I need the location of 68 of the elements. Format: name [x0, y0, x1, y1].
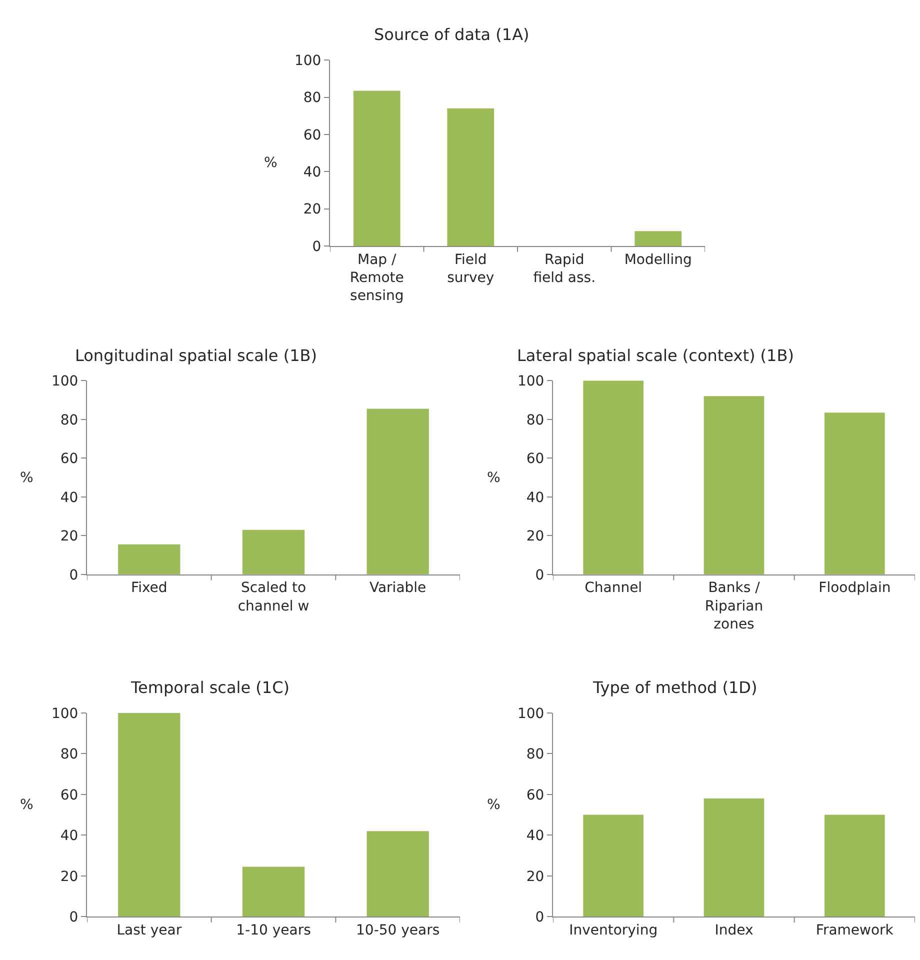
y-tick-label: 60	[60, 787, 78, 804]
y-tick-label: 20	[526, 868, 544, 885]
y-tick-label: 60	[526, 451, 544, 468]
bar	[366, 831, 429, 917]
chart-title: Source of data (1A)	[374, 25, 530, 44]
x-tick-label: Rapid field ass.	[533, 252, 596, 286]
x-tick-label: Map / Remote sensing	[350, 252, 404, 304]
y-axis-title: %	[20, 797, 34, 813]
y-tick-label: 100	[517, 374, 544, 390]
y-tick-label: 40	[60, 828, 78, 844]
bar	[242, 530, 305, 574]
y-axis-title: %	[264, 155, 278, 171]
y-tick-label: 100	[517, 706, 544, 722]
x-tick-label: Framework	[816, 922, 894, 938]
y-tick-label: 20	[526, 528, 544, 545]
y-axis-title: %	[487, 797, 500, 813]
y-tick-label: 100	[51, 374, 78, 390]
bar	[118, 544, 180, 574]
y-tick-label: 100	[51, 706, 78, 722]
bar	[634, 231, 682, 246]
x-tick-label: 1-10 years	[236, 922, 311, 938]
x-tick-label: Channel	[584, 580, 642, 596]
bar	[704, 396, 764, 574]
x-tick-label: Scaled to channel w	[238, 580, 310, 614]
y-tick-label: 40	[303, 164, 322, 181]
chart-title: Longitudinal spatial scale (1B)	[75, 346, 317, 365]
x-tick-label: 10-50 years	[356, 922, 440, 938]
y-tick-label: 40	[60, 490, 78, 506]
y-tick-label: 80	[303, 90, 322, 106]
y-tick-label: 60	[303, 127, 322, 144]
y-tick-label: 0	[535, 567, 544, 584]
x-tick-label: Field survey	[447, 252, 494, 286]
x-tick-label: Banks / Riparian zones	[704, 580, 764, 633]
bar	[353, 90, 400, 246]
y-tick-label: 20	[60, 528, 78, 545]
y-tick-label: 0	[312, 238, 322, 255]
bar	[366, 408, 429, 574]
y-tick-label: 100	[294, 53, 322, 69]
y-tick-label: 80	[60, 746, 78, 763]
bar	[824, 412, 885, 574]
bar	[447, 108, 494, 246]
x-tick-label: Modelling	[624, 252, 692, 268]
y-axis-title: %	[20, 470, 34, 486]
chart-title: Lateral spatial scale (context) (1B)	[517, 346, 794, 365]
y-tick-label: 80	[60, 412, 78, 428]
y-axis-title: %	[487, 470, 500, 486]
x-tick-label: Index	[714, 922, 754, 938]
y-tick-label: 40	[526, 490, 544, 506]
bar	[242, 866, 305, 917]
x-tick-label: Fixed	[131, 580, 168, 596]
y-tick-label: 0	[69, 567, 78, 584]
y-tick-label: 0	[535, 909, 544, 926]
y-tick-label: 20	[60, 868, 78, 885]
y-tick-label: 40	[526, 828, 544, 844]
y-tick-label: 60	[526, 787, 544, 804]
bar	[118, 713, 180, 917]
x-tick-label: Floodplain	[818, 580, 891, 596]
y-tick-label: 80	[526, 412, 544, 428]
bar	[583, 380, 644, 574]
y-tick-label: 60	[60, 451, 78, 468]
y-tick-label: 0	[69, 909, 78, 926]
chart-title: Temporal scale (1C)	[130, 678, 290, 697]
y-tick-label: 80	[526, 746, 544, 763]
x-tick-label: Last year	[116, 922, 182, 938]
x-tick-label: Inventorying	[569, 922, 658, 938]
y-tick-label: 20	[303, 202, 322, 218]
chart-title: Type of method (1D)	[592, 678, 758, 697]
x-tick-label: Variable	[369, 580, 426, 596]
